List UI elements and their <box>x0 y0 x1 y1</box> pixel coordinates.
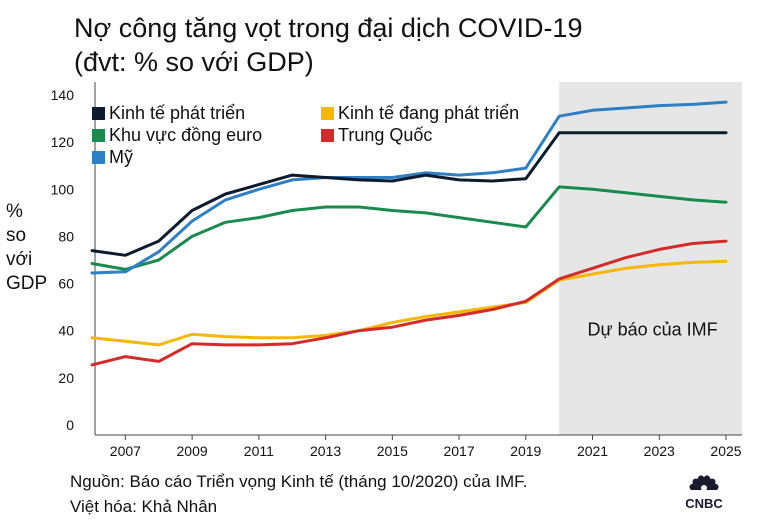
y-axis-label-line: GDP <box>6 273 48 294</box>
y-tick-label: 60 <box>58 276 74 292</box>
y-axis-label-line: so <box>6 225 27 246</box>
forecast-region <box>559 82 742 435</box>
legend-label: Mỹ <box>109 147 133 167</box>
y-axis-label: % so với GDP <box>6 200 66 296</box>
series-line-1 <box>90 185 728 271</box>
legend-label: Khu vực đồng euro <box>109 125 262 145</box>
x-tick-label: 2013 <box>310 443 341 459</box>
legend-swatch <box>92 129 105 142</box>
series-line-4 <box>90 239 728 367</box>
source-note: Nguồn: Báo cáo Triển vọng Kinh tế (tháng… <box>70 472 528 491</box>
legend-swatch <box>92 151 105 164</box>
line-chart: Dự báo của IMF 0 20 40 60 80 100 120 140 2007 2009… <box>51 82 742 459</box>
x-tick-label: 2015 <box>377 443 408 459</box>
legend-label: Kinh tế phát triển <box>109 103 245 123</box>
series-line-3 <box>90 259 728 347</box>
legend-swatch <box>321 107 334 120</box>
y-tick-label: 120 <box>51 134 75 150</box>
y-tick-label: 0 <box>66 417 74 433</box>
cnbc-logo: CNBC <box>678 464 730 524</box>
legend-swatch <box>321 129 334 142</box>
y-tick-label: 40 <box>58 323 74 339</box>
chart-subtitle: (đvt: % so với GDP) <box>74 47 314 77</box>
chart-title: Nợ công tăng vọt trong đại dịch COVID-19 <box>74 13 583 43</box>
series-line-2 <box>90 100 728 275</box>
forecast-label: Dự báo của IMF <box>588 319 718 339</box>
x-tick-label: 2011 <box>244 443 274 459</box>
y-axis-label-line: % <box>6 201 23 222</box>
y-tick-label: 140 <box>51 87 75 103</box>
y-tick-label: 100 <box>51 181 75 197</box>
y-axis-label-line: với <box>6 249 33 270</box>
cnbc-logo-text: CNBC <box>685 496 723 511</box>
x-tick-label: 2007 <box>110 443 141 459</box>
y-tick-label: 80 <box>58 228 74 244</box>
x-tick-label: 2021 <box>577 443 608 459</box>
legend-label: Trung Quốc <box>338 125 432 145</box>
legend-swatch <box>92 107 105 120</box>
x-tick-label: 2025 <box>710 443 741 459</box>
x-tick-label: 2017 <box>443 443 474 459</box>
y-tick-label: 20 <box>58 370 74 386</box>
credit-note: Việt hóa: Khả Nhân <box>70 497 218 516</box>
x-tick-label: 2019 <box>510 443 541 459</box>
x-tick-label: 2023 <box>644 443 675 459</box>
legend-label: Kinh tế đang phát triển <box>338 103 519 123</box>
series-line-0 <box>90 131 728 257</box>
x-tick-label: 2009 <box>177 443 208 459</box>
